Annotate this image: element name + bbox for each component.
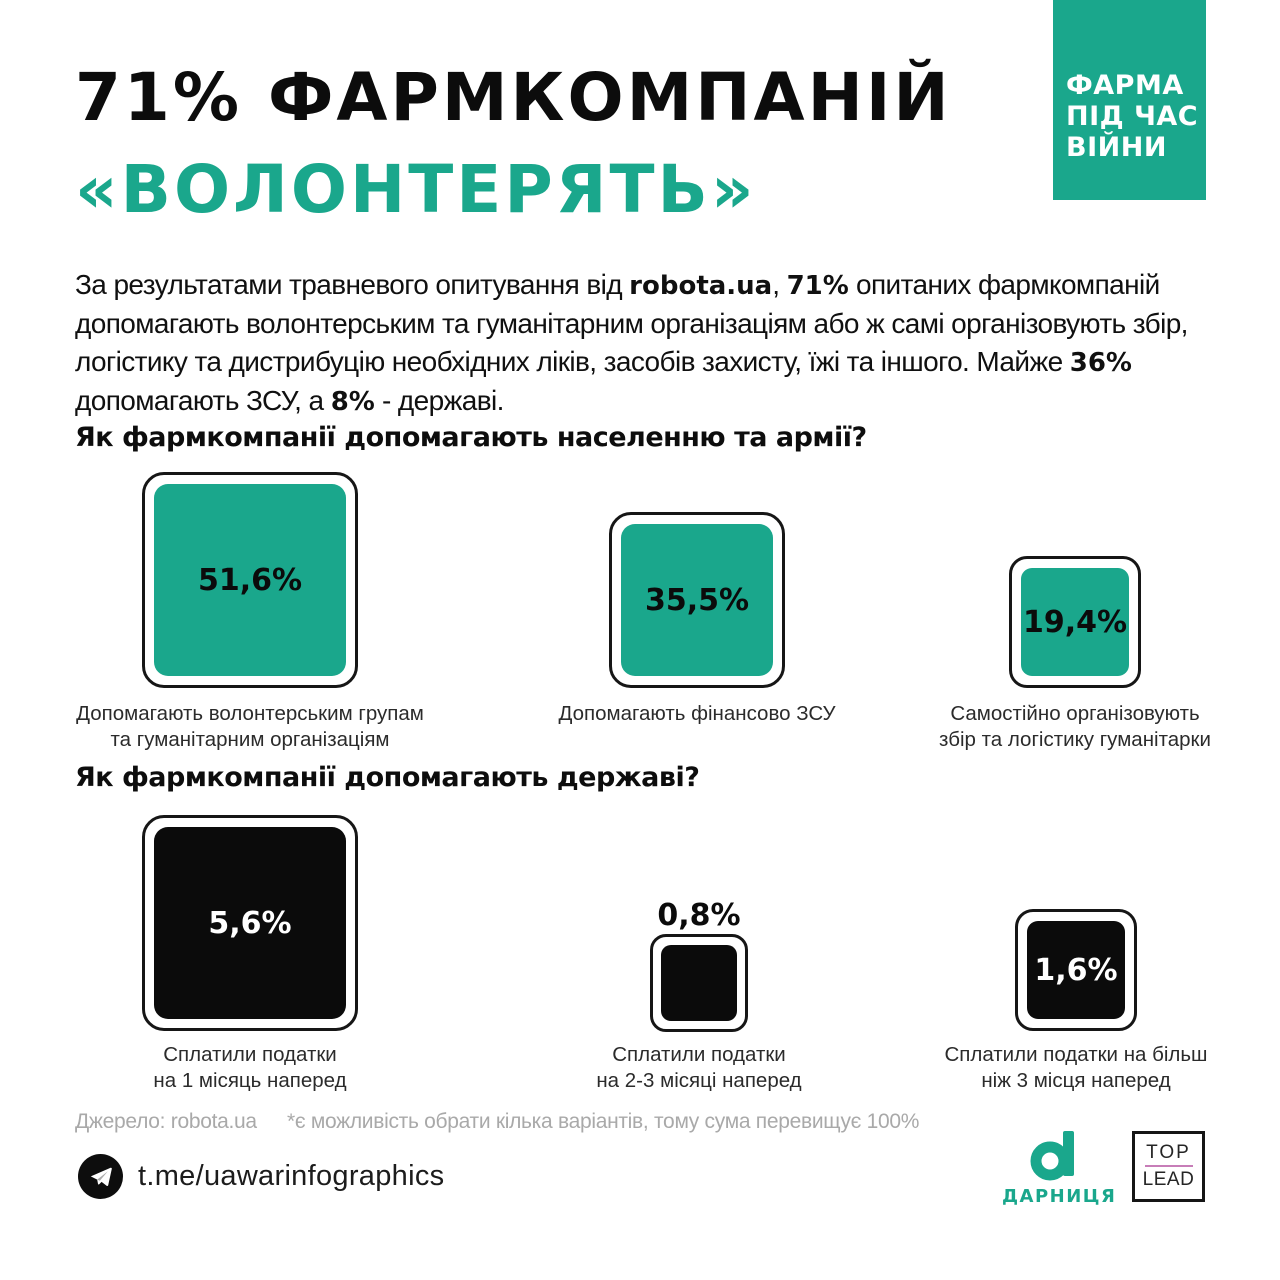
telegram-link[interactable]: t.me/uawarinfographics: [78, 1154, 444, 1199]
footnote: *є можливість обрати кілька варіантів, т…: [287, 1110, 920, 1133]
value-square-taxes-1-month: 5,6%: [142, 815, 358, 1031]
badge-line: ВІЙНИ: [1066, 132, 1167, 163]
toplead-lead-text: LEAD: [1142, 1169, 1195, 1190]
square-caption: Допомагають фінансово ЗСУ: [558, 702, 836, 725]
value-square-taxes-2-3-months: [650, 934, 748, 1032]
square-caption: Сплатили податки на більш ніж 3 місця на…: [944, 1043, 1208, 1092]
value-square-self-organize: 19,4%: [1009, 556, 1141, 688]
intro-bold-36: 36%: [1069, 348, 1132, 378]
square-caption: Самостійно організовують збір та логісти…: [939, 702, 1211, 751]
intro-text: За результатами травневого опитування ві…: [75, 269, 630, 300]
value-square-taxes-3plus-months: 1,6%: [1015, 909, 1137, 1031]
page-title-line1: 71% ФАРМКОМПАНІЙ: [75, 59, 952, 136]
square-value-label: 35,5%: [621, 524, 773, 676]
intro-paragraph: За результатами травневого опитування ві…: [75, 266, 1195, 421]
source-note: Джерело: robota.ua: [75, 1110, 257, 1133]
square-caption: Допомагають волонтерським групам та гума…: [76, 702, 424, 751]
intro-text: ,: [772, 269, 787, 300]
toplead-top-text: TOP: [1146, 1142, 1191, 1163]
darnitsa-logo: ДАРНИЦЯ: [1002, 1131, 1117, 1207]
telegram-icon: [78, 1154, 123, 1199]
intro-text: - державі.: [374, 385, 504, 416]
badge-line: ПІД ЧАС: [1066, 101, 1199, 132]
toplead-divider: [1144, 1165, 1193, 1167]
intro-bold-71: 71%: [786, 271, 849, 301]
page-title-line2: «ВОЛОНТЕРЯТЬ»: [75, 151, 757, 228]
value-square-finance-zsu: 35,5%: [609, 512, 785, 688]
square-caption: Сплатили податки на 1 місяць наперед: [153, 1043, 347, 1092]
section-heading-army: Як фармкомпанії допомагають населенню та…: [75, 422, 867, 453]
badge-line: ФАРМА: [1066, 70, 1184, 101]
page-title: 71% ФАРМКОМПАНІЙ «ВОЛОНТЕРЯТЬ»: [75, 52, 952, 236]
intro-bold-8: 8%: [330, 387, 375, 417]
darnitsa-logo-text: ДАРНИЦЯ: [1002, 1186, 1117, 1207]
square-caption: Сплатили податки на 2-3 місяці наперед: [596, 1043, 802, 1092]
section-heading-state: Як фармкомпанії допомагають державі?: [75, 762, 700, 793]
square-fill: [661, 945, 737, 1021]
darnitsa-logo-icon: [1002, 1131, 1102, 1181]
series-badge: ФАРМА ПІД ЧАС ВІЙНИ: [1053, 0, 1206, 200]
square-value-label: 1,6%: [1027, 921, 1125, 1019]
value-square-volunteer-groups: 51,6%: [142, 472, 358, 688]
intro-text: допомагають ЗСУ, а: [75, 385, 331, 416]
square-value-label: 19,4%: [1021, 568, 1129, 676]
square-value-label: 5,6%: [154, 827, 346, 1019]
intro-bold-robota: robota.ua: [629, 271, 773, 301]
square-value-label-outside: 0,8%: [657, 898, 741, 933]
toplead-logo: TOP LEAD: [1132, 1131, 1205, 1202]
intro-text: опитаних фармкомпаній допомагають волонт…: [75, 269, 1188, 377]
square-value-label: 51,6%: [154, 484, 346, 676]
telegram-handle[interactable]: t.me/uawarinfographics: [138, 1160, 445, 1192]
